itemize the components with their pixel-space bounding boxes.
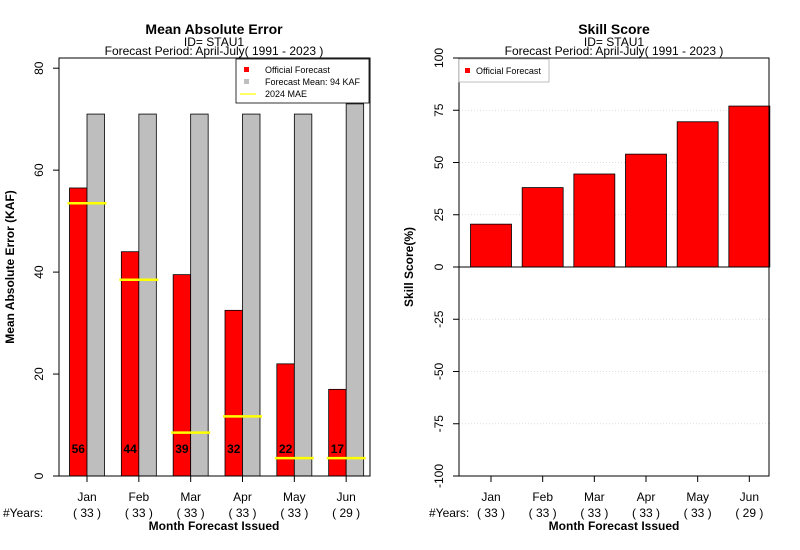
x-axis-title: Month Forecast Issued	[549, 519, 680, 533]
mae-official-bar	[69, 187, 88, 477]
y-tick-label: 75	[432, 103, 446, 117]
mae-forecast-mean-bar	[345, 103, 365, 477]
y-tick-label: -25	[432, 310, 446, 328]
mae-data-label: 56	[72, 442, 86, 456]
mae-forecast-mean-bar	[190, 113, 209, 477]
years-count-label: ( 33 )	[177, 506, 205, 520]
years-count-label: ( 33 )	[684, 506, 712, 520]
skill-score-bar	[676, 121, 719, 268]
y-tick-label: 50	[432, 156, 446, 170]
x-tick-label: Mar	[584, 490, 605, 504]
legend-label-forecast-mean: Forecast Mean: 94 KAF	[265, 77, 361, 87]
legend-label-official: Official Forecast	[265, 65, 330, 75]
y-tick-label: 20	[32, 367, 46, 381]
y-tick-label: 25	[432, 208, 446, 222]
y-tick-label: -50	[432, 363, 446, 381]
y-tick-label: 0	[32, 472, 46, 479]
years-count-label: ( 33 )	[228, 506, 256, 520]
x-tick-label: Jun	[336, 490, 355, 504]
plot-frame	[58, 57, 371, 477]
chart-subtitle-period: Forecast Period: April-July( 1991 - 2023…	[505, 44, 724, 58]
legend-label-mae-2024: 2024 MAE	[265, 89, 307, 99]
years-count-label: ( 33 )	[632, 506, 660, 520]
chart-title: Mean Absolute Error	[145, 21, 283, 37]
mae-forecast-mean-bar	[86, 113, 105, 477]
x-tick-label: Mar	[180, 490, 201, 504]
years-count-label: ( 33 )	[280, 506, 308, 520]
years-count-label: ( 33 )	[477, 506, 505, 520]
legend-swatch-forecast-mean	[244, 79, 249, 84]
x-tick-label: Feb	[532, 490, 553, 504]
y-tick-label: 100	[432, 48, 446, 68]
skill-score-bar	[470, 223, 512, 268]
years-count-label: ( 33 )	[529, 506, 557, 520]
x-tick-label: Jan	[77, 490, 96, 504]
legend-swatch-official	[244, 67, 249, 72]
years-count-label: ( 29 )	[735, 506, 763, 520]
mae-forecast-mean-bar	[138, 113, 157, 477]
x-axis-title: Month Forecast Issued	[149, 519, 280, 533]
skill-score-bar	[573, 173, 616, 268]
years-count-label: ( 29 )	[332, 506, 360, 520]
x-tick-label: Apr	[233, 490, 252, 504]
mae-data-label: 17	[331, 442, 345, 456]
legend-box	[235, 58, 370, 104]
skill-score-bar	[625, 153, 667, 268]
years-count-label: ( 33 )	[125, 506, 153, 520]
mae-data-label: 22	[279, 442, 293, 456]
legend-label-official: Official Forecast	[476, 66, 541, 76]
mae-data-label: 39	[175, 442, 189, 456]
skill-score-bar	[728, 105, 771, 268]
chart-subtitle-id: ID= STAU1	[184, 35, 244, 49]
y-tick-label: 40	[32, 265, 46, 279]
y-axis-title: Mean Absolute Error (KAF)	[3, 190, 17, 344]
y-axis-title: Skill Score(%)	[402, 227, 416, 307]
chart-subtitle-period: Forecast Period: April-July( 1991 - 2023…	[105, 44, 324, 58]
legend-swatch-official	[465, 68, 470, 73]
y-tick-label: -75	[432, 415, 446, 433]
x-tick-label: Feb	[128, 490, 149, 504]
x-tick-label: May	[686, 490, 709, 504]
x-tick-label: Jan	[481, 490, 500, 504]
y-tick-label: 60	[32, 163, 46, 177]
legend-box	[458, 58, 550, 83]
years-label: #Years:	[429, 506, 469, 520]
years-count-label: ( 33 )	[580, 506, 608, 520]
years-count-label: ( 33 )	[73, 506, 101, 520]
skill-score-bar	[521, 187, 564, 268]
mae-official-bar	[328, 388, 347, 477]
mae-forecast-mean-bar	[293, 113, 313, 477]
mae-data-label: 32	[227, 442, 241, 456]
years-label: #Years:	[3, 506, 43, 520]
chart-title: Skill Score	[578, 21, 650, 37]
y-tick-label: 80	[32, 61, 46, 75]
chart-subtitle-id: ID= STAU1	[584, 35, 644, 49]
y-tick-label: 0	[432, 263, 446, 270]
x-tick-label: May	[283, 490, 306, 504]
x-tick-label: Apr	[637, 490, 656, 504]
mae-data-label: 44	[123, 442, 137, 456]
y-tick-label: -100	[432, 464, 446, 488]
mae-forecast-mean-bar	[242, 113, 261, 477]
x-tick-label: Jun	[740, 490, 759, 504]
